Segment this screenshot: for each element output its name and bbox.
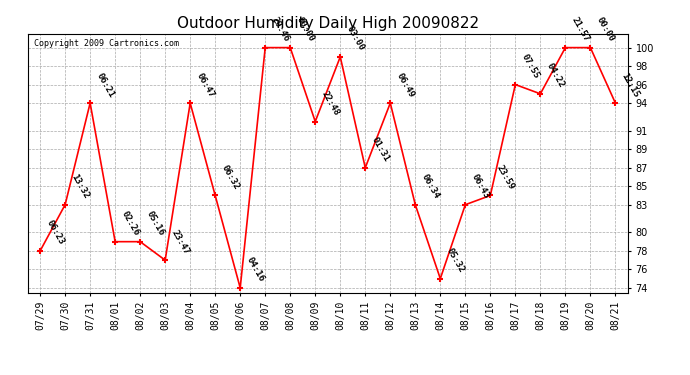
Text: 06:21: 06:21 xyxy=(95,71,115,99)
Text: 06:23: 06:23 xyxy=(44,219,66,247)
Text: 05:32: 05:32 xyxy=(444,247,466,274)
Text: 06:34: 06:34 xyxy=(420,173,441,201)
Text: 12:15: 12:15 xyxy=(620,71,641,99)
Text: 06:32: 06:32 xyxy=(219,164,241,191)
Text: 20:46: 20:46 xyxy=(269,16,290,44)
Text: 06:49: 06:49 xyxy=(395,71,415,99)
Text: 23:47: 23:47 xyxy=(169,228,190,256)
Text: 06:43: 06:43 xyxy=(469,173,491,201)
Text: 23:59: 23:59 xyxy=(495,164,515,191)
Text: 03:00: 03:00 xyxy=(344,25,366,52)
Text: 05:16: 05:16 xyxy=(144,210,166,237)
Text: 04:16: 04:16 xyxy=(244,256,266,284)
Text: 00:00: 00:00 xyxy=(595,16,615,44)
Text: 02:26: 02:26 xyxy=(119,210,141,237)
Text: 22:48: 22:48 xyxy=(319,90,341,117)
Text: 06:47: 06:47 xyxy=(195,71,215,99)
Text: 04:22: 04:22 xyxy=(544,62,566,90)
Text: 13:32: 13:32 xyxy=(69,173,90,201)
Text: 01:31: 01:31 xyxy=(369,136,391,164)
Title: Outdoor Humidity Daily High 20090822: Outdoor Humidity Daily High 20090822 xyxy=(177,16,479,31)
Text: 07:55: 07:55 xyxy=(520,53,541,80)
Text: Copyright 2009 Cartronics.com: Copyright 2009 Cartronics.com xyxy=(34,39,179,48)
Text: 21:57: 21:57 xyxy=(569,16,591,44)
Text: 00:00: 00:00 xyxy=(295,16,315,44)
